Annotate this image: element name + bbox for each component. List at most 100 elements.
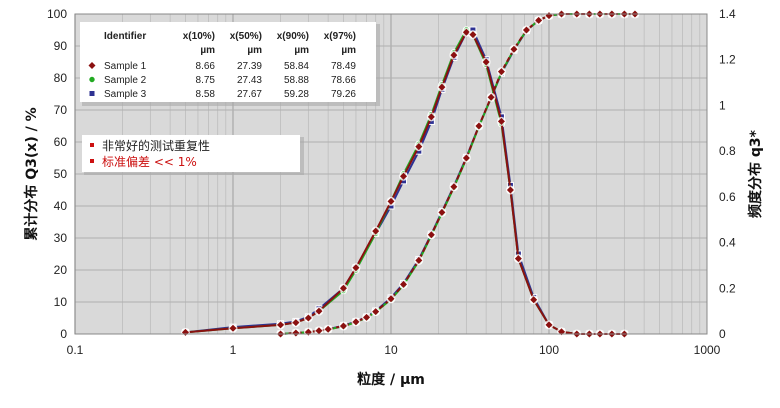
legend-marker-2 — [88, 75, 96, 84]
cumulative-point-1 — [426, 230, 436, 240]
legend-row-name: Sample 3 — [104, 89, 147, 100]
legend-row-value: 8.58 — [196, 89, 216, 100]
cumulative-point-1 — [386, 294, 396, 304]
cumulative-point-1 — [291, 328, 301, 338]
y-left-tick-label: 70 — [54, 103, 68, 117]
density-point-1 — [303, 313, 313, 323]
legend-header-x10: x(10%) — [183, 31, 215, 42]
density-point-1 — [426, 112, 436, 122]
legend-row-value: 79.26 — [331, 89, 356, 100]
density-point-1 — [557, 327, 567, 337]
density-point-1 — [386, 196, 396, 206]
legend-marker-3 — [88, 90, 96, 97]
density-point-1 — [529, 295, 539, 305]
cumulative-point-1 — [351, 317, 361, 327]
legend-row-name: Sample 1 — [104, 61, 147, 72]
y-right-tick-label: 0.2 — [719, 281, 736, 295]
density-point-1 — [496, 116, 506, 126]
y-right-tick-label: 0.8 — [719, 144, 736, 158]
y-axis-right-label: 频度分布 q3* — [747, 129, 764, 218]
y-left-tick-label: 10 — [54, 295, 68, 309]
ticks: 0.1 1 10 100 1000010203040506070809010000.20… — [47, 7, 736, 357]
density-point-1 — [314, 306, 324, 316]
cumulative-point-1 — [314, 326, 324, 336]
cumulative-point-1 — [414, 255, 424, 265]
x-tick-label: 10 — [384, 343, 398, 357]
y-left-tick-label: 90 — [54, 39, 68, 53]
note-line-2: 标准偏差 << 1% — [102, 154, 197, 169]
cumulative-point-1 — [338, 321, 348, 331]
legend-unit-x97: µm — [341, 45, 356, 56]
legend-unit-x90: µm — [294, 45, 309, 56]
y-left-tick-label: 30 — [54, 231, 68, 245]
density-point-1 — [544, 320, 554, 330]
cumulative-point-1 — [362, 312, 372, 322]
legend-row-value: 59.28 — [284, 89, 309, 100]
cumulative-point-1 — [461, 153, 471, 163]
bullet-icon — [90, 159, 94, 163]
cumulative-point-1 — [544, 11, 554, 21]
legend-header-x97: x(97%) — [324, 31, 356, 42]
cumulative-point-1 — [437, 207, 447, 217]
legend-row-value: 8.66 — [196, 61, 216, 72]
legend-row-name: Sample 2 — [104, 75, 147, 86]
density-point-1 — [180, 327, 190, 337]
y-left-tick-label: 60 — [54, 135, 68, 149]
legend-row-value: 8.75 — [196, 75, 216, 86]
legend-header-x50: x(50%) — [230, 31, 262, 42]
density-point-1 — [228, 323, 238, 333]
density-point-1 — [351, 263, 361, 273]
y-right-tick-label: 1.2 — [719, 53, 736, 67]
note-box: 非常好的测试重复性 标准偏差 << 1% — [82, 135, 304, 175]
density-point-1 — [481, 57, 491, 67]
bullet-icon — [90, 143, 94, 147]
cumulative-point-1 — [474, 121, 484, 131]
y-left-tick-label: 100 — [47, 7, 67, 21]
cumulative-point-1 — [486, 92, 496, 102]
legend-header-x90: x(90%) — [277, 31, 309, 42]
legend-header-identifier: Identifier — [104, 31, 146, 42]
y-left-tick-label: 40 — [54, 199, 68, 213]
y-left-tick-label: 20 — [54, 263, 68, 277]
density-point-1 — [371, 226, 381, 236]
x-axis-label: 粒度 / µm — [357, 371, 425, 388]
cumulative-point-1 — [534, 15, 544, 25]
legend-row-value: 27.43 — [237, 75, 262, 86]
y-left-tick-label: 0 — [60, 327, 67, 341]
y-right-tick-label: 0.6 — [719, 190, 736, 204]
cumulative-point-1 — [303, 327, 313, 337]
y-right-tick-label: 1.4 — [719, 7, 736, 21]
x-tick-label: 100 — [539, 343, 559, 357]
legend-row-value: 27.39 — [237, 61, 262, 72]
plot-border — [74, 13, 708, 335]
x-tick-label: 1000 — [694, 343, 721, 357]
cumulative-point-1 — [449, 182, 459, 192]
legend-unit-x50: µm — [247, 45, 262, 56]
density-point-1 — [338, 283, 348, 293]
legend-table: Identifier x(10%) x(50%) x(90%) x(97%) µ… — [80, 22, 380, 106]
y-left-tick-label: 50 — [54, 167, 68, 181]
x-tick-label: 1 — [230, 343, 237, 357]
legend-row-value: 58.84 — [284, 61, 309, 72]
legend-row-value: 58.88 — [284, 75, 309, 86]
density-point-1 — [468, 30, 478, 40]
density-point-1 — [449, 50, 459, 60]
cumulative-point-1 — [521, 25, 531, 35]
legend-row-value: 78.49 — [331, 61, 356, 72]
legend-row-value: 27.67 — [237, 89, 262, 100]
y-axis-left-label: 累计分布 Q3(x) / % — [23, 107, 40, 240]
legend-row-value: 78.66 — [331, 75, 356, 86]
density-point-1 — [291, 318, 301, 328]
note-line-1: 非常好的测试重复性 — [102, 138, 210, 153]
density-point-1 — [505, 185, 515, 195]
cumulative-point-1 — [496, 67, 506, 77]
density-point-1 — [461, 27, 471, 37]
density-point-1 — [414, 142, 424, 152]
cumulative-point-1 — [509, 44, 519, 54]
legend-unit-x10: µm — [200, 45, 215, 56]
cumulative-point-1 — [399, 279, 409, 289]
cumulative-point-1 — [323, 324, 333, 334]
density-point-1 — [513, 254, 523, 264]
y-right-tick-label: 0.4 — [719, 236, 736, 250]
y-right-tick-label: 0 — [719, 327, 726, 341]
